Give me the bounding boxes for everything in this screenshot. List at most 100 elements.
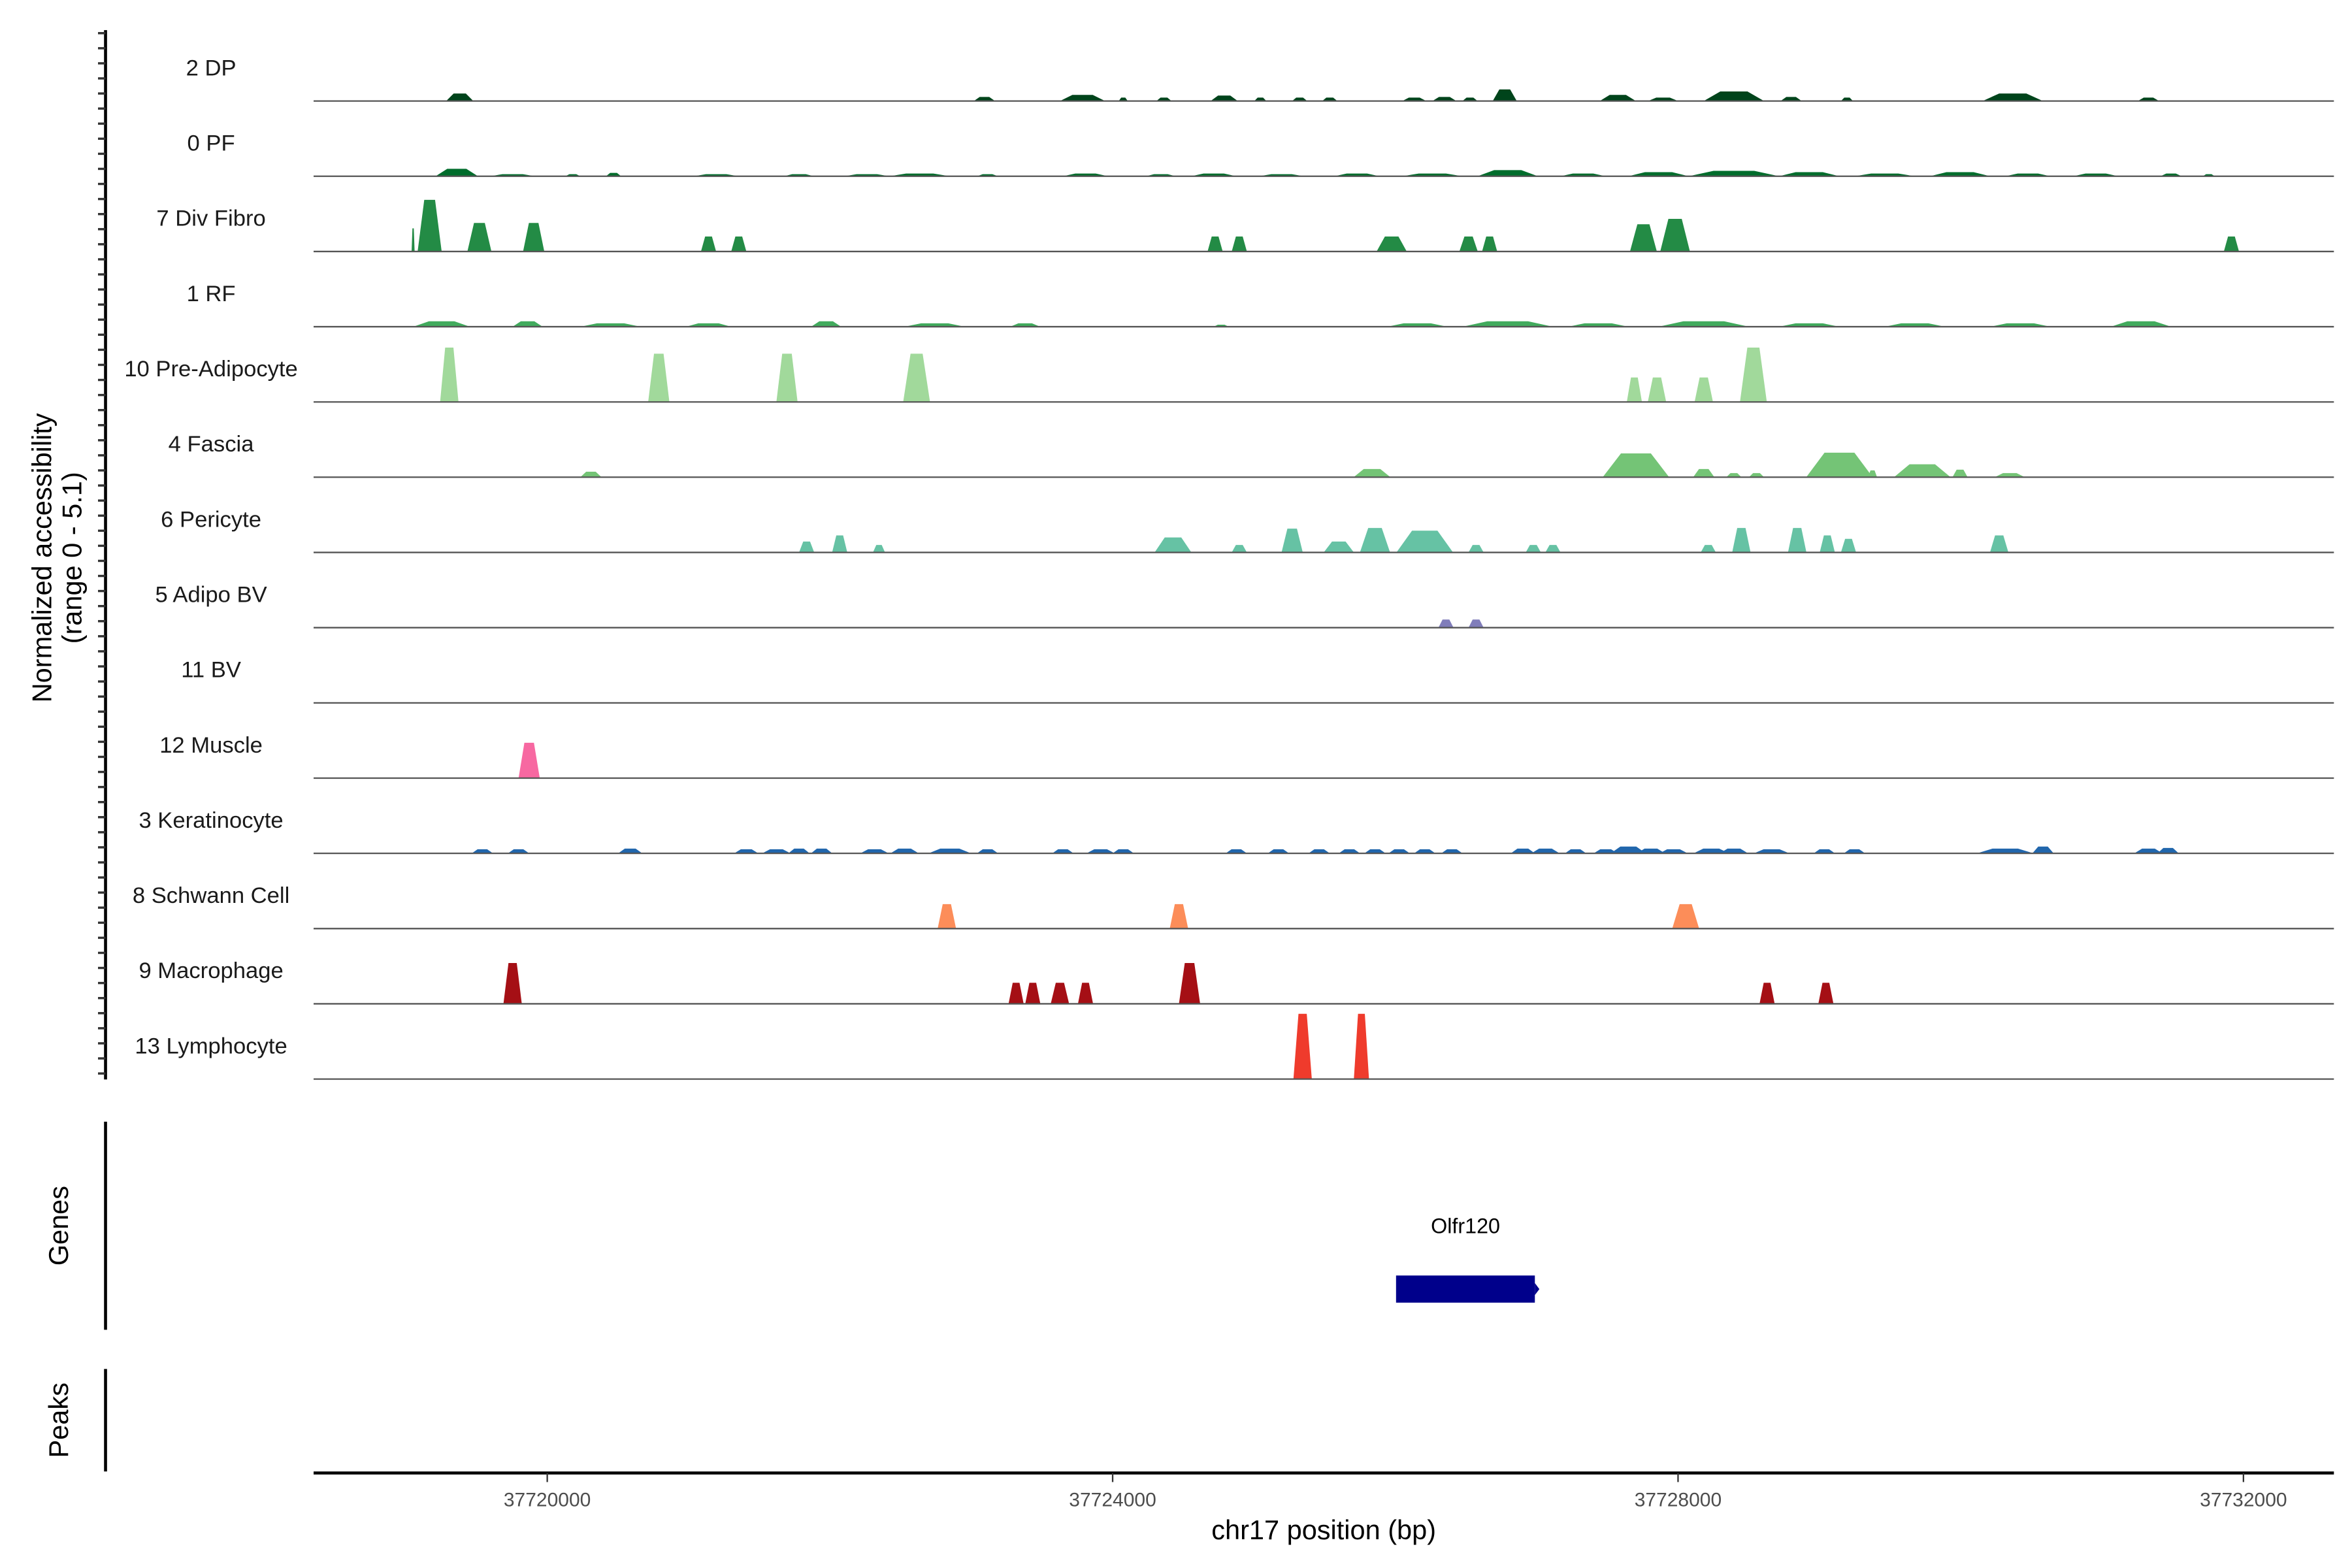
gene-body[interactable] — [1396, 1275, 1535, 1303]
track-label: 9 Macrophage — [139, 958, 283, 983]
coverage-peak — [1232, 545, 1247, 553]
coverage-peak — [1844, 849, 1865, 854]
coverage-peak — [1759, 983, 1775, 1004]
coverage-peak — [1989, 535, 2009, 553]
coverage-peak — [1154, 537, 1192, 553]
coverage-peak — [1414, 849, 1435, 854]
coverage-peak — [1113, 849, 1134, 854]
track-label: 5 Adipo BV — [155, 582, 267, 607]
coverage-peak — [1637, 848, 1665, 854]
coverage-peak — [811, 321, 841, 327]
coverage-peak — [1701, 545, 1716, 553]
track-3-keratinocyte: 3 Keratinocyte — [139, 808, 2334, 855]
coverage-peak — [734, 849, 759, 854]
coverage-peak — [1990, 323, 2051, 327]
coverage-peak — [1648, 97, 1678, 101]
coverage-peak — [1210, 95, 1238, 101]
track-label: 8 Schwann Cell — [133, 883, 289, 908]
coverage-peak — [938, 904, 956, 929]
coverage-peak — [1052, 849, 1074, 854]
coverage-peak — [1568, 323, 1629, 327]
coverage-peak — [518, 742, 540, 778]
coverage-peak — [1179, 963, 1200, 1004]
gene-label: Olfr120 — [1431, 1215, 1500, 1238]
coverage-peak — [1779, 323, 1840, 327]
y-axis-title-line2: (range 0 - 5.1) — [57, 472, 88, 644]
coverage-peak — [1267, 849, 1290, 854]
coverage-peak — [1339, 849, 1360, 854]
coverage-peak — [512, 321, 543, 327]
coverage-peak — [1308, 849, 1330, 854]
coverage-peak — [1868, 470, 1878, 478]
coverage-peak — [1025, 983, 1041, 1004]
coverage-peak — [1659, 849, 1688, 854]
coverage-peak — [417, 199, 442, 252]
coverage-peak — [446, 93, 474, 101]
coverage-peak — [1820, 535, 1835, 553]
y-axis-title-line1: Normalized accessibility — [26, 413, 57, 702]
coverage-peak — [1462, 97, 1478, 101]
coverage-peak — [1720, 848, 1748, 854]
coverage-peak — [2110, 321, 2172, 327]
coverage-peak — [1610, 846, 1646, 854]
track-1-rf: 1 RF — [187, 282, 2334, 328]
coverage-peak — [1232, 237, 1247, 252]
x-tick-label: 37732000 — [2200, 1489, 2287, 1511]
coverage-peak — [508, 849, 529, 854]
track-9-macrophage: 9 Macrophage — [139, 958, 2334, 1005]
coverage-peak — [2223, 237, 2240, 252]
coverage-peak — [472, 849, 493, 854]
coverage-peak — [1952, 469, 1968, 478]
coverage-peak — [1748, 473, 1765, 478]
coverage-peak — [606, 172, 621, 176]
coverage-peak — [1894, 464, 1951, 478]
coverage-peak — [832, 535, 847, 553]
gene-track: Olfr120 — [1396, 1215, 1540, 1303]
coverage-peak — [1732, 528, 1751, 553]
coverage-peak — [904, 323, 965, 327]
track-label: 0 PF — [188, 131, 235, 156]
track-7-div-fibro: 7 Div Fibro — [156, 199, 2334, 253]
track-6-pericyte: 6 Pericyte — [161, 507, 2334, 553]
strand-arrow-icon — [1535, 1282, 1540, 1296]
coverage-peak — [1672, 904, 1699, 929]
coverage-peak — [1754, 849, 1789, 854]
coverage-peak — [1648, 377, 1667, 402]
coverage-peak — [467, 223, 492, 252]
coverage-peak — [1360, 528, 1390, 553]
coverage-peak — [1840, 97, 1854, 101]
x-axis-ticks: 37720000 37724000 37728000 37732000 — [504, 1473, 2287, 1511]
coverage-peak — [1806, 452, 1873, 478]
coverage-peak — [1254, 97, 1267, 101]
coverage-peak — [1658, 321, 1750, 327]
coverage-peak — [1818, 983, 1834, 1004]
coverage-peak — [503, 963, 522, 1004]
coverage-peak — [1526, 545, 1541, 553]
coverage-peak — [1388, 849, 1410, 854]
coverage-peak — [890, 848, 919, 854]
coverage-tracks: 2 DP 0 PF 7 Div Fibro 1 RF 10 Pre-Adipocyte 4… — [124, 56, 2334, 1080]
track-label: 11 BV — [181, 658, 241, 683]
track-label: 12 Muscle — [159, 733, 263, 758]
coverage-peak — [1977, 848, 2034, 854]
track-label: 7 Div Fibro — [156, 206, 265, 231]
track-label: 6 Pericyte — [161, 507, 261, 532]
coverage-peak — [1693, 848, 1729, 854]
coverage-peak — [1119, 97, 1128, 101]
coverage-peak — [1482, 237, 1497, 252]
coverage-peak — [523, 223, 545, 252]
coverage-peak — [762, 849, 791, 854]
coverage-peak — [788, 848, 810, 854]
coverage-peak — [973, 97, 996, 101]
coverage-peak — [811, 848, 832, 854]
coverage-peak — [1982, 93, 2043, 101]
coverage-peak — [580, 323, 641, 327]
coverage-peak — [1441, 849, 1463, 854]
coverage-peak — [1324, 541, 1354, 553]
coverage-peak — [1459, 237, 1478, 252]
coverage-peak — [1492, 89, 1517, 101]
coverage-peak — [1694, 377, 1713, 402]
coverage-peak — [1402, 97, 1427, 101]
coverage-peak — [1377, 237, 1407, 252]
coverage-peak — [1438, 619, 1454, 628]
